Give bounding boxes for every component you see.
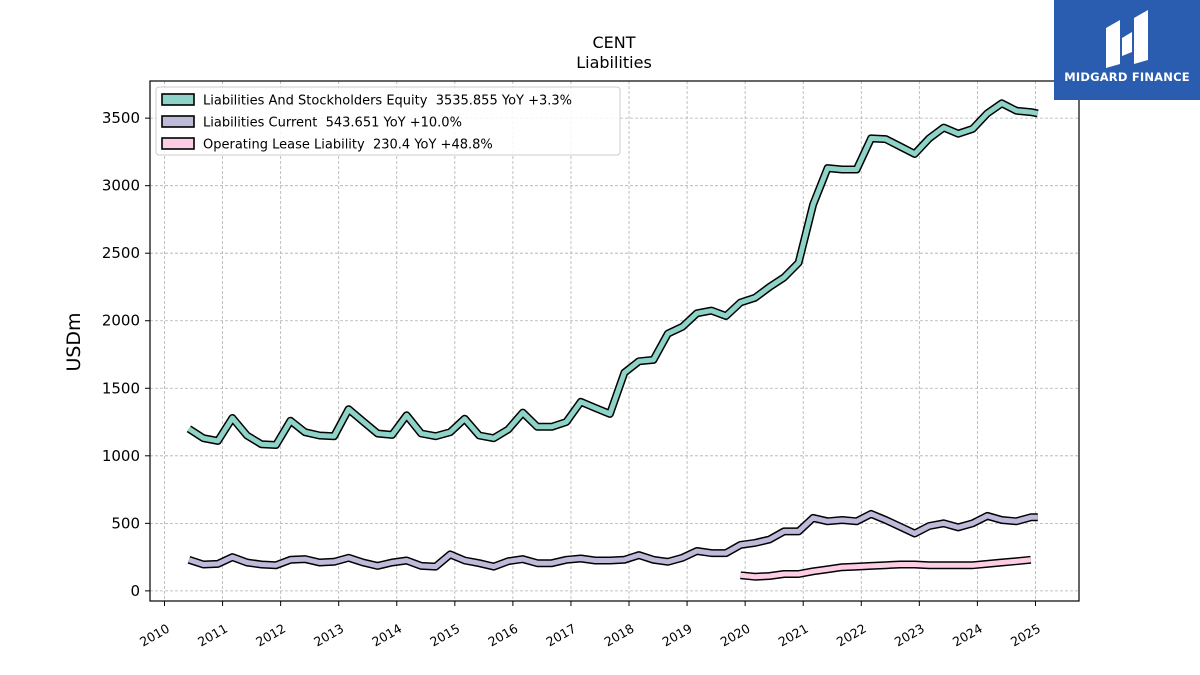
series-line-1 bbox=[188, 511, 1038, 570]
x-tick-label: 2014 bbox=[369, 621, 404, 650]
chart-title: CENT bbox=[592, 33, 635, 52]
y-tick-label: 500 bbox=[111, 514, 140, 532]
x-tick-label: 2016 bbox=[485, 621, 520, 650]
x-tick-label: 2021 bbox=[776, 621, 811, 650]
legend-label-1: Liabilities Current 543.651 YoY +10.0% bbox=[203, 116, 462, 131]
chart-subtitle: Liabilities bbox=[576, 53, 652, 72]
series-line-0 bbox=[187, 100, 1039, 448]
series-lines bbox=[186, 99, 1039, 581]
series-line-2 bbox=[740, 557, 1032, 580]
midgard-finance-logo: MIDGARD FINANCE bbox=[1054, 0, 1200, 100]
x-tick-label: 2017 bbox=[543, 621, 578, 650]
y-tick-label: 3000 bbox=[102, 177, 140, 195]
x-tick-label: 2020 bbox=[718, 621, 753, 650]
legend-swatch-1 bbox=[161, 115, 195, 128]
x-tick-label: 2012 bbox=[253, 621, 288, 650]
plot-frame bbox=[149, 80, 1080, 602]
y-axis-label: USDm bbox=[63, 312, 85, 371]
legend-swatch-2 bbox=[161, 137, 195, 150]
x-tick-label: 2022 bbox=[834, 621, 869, 650]
x-tick-label: 2015 bbox=[427, 621, 462, 650]
y-tick-label: 1500 bbox=[102, 379, 140, 397]
logo-text: MIDGARD FINANCE bbox=[1064, 70, 1190, 84]
y-tick-label: 2000 bbox=[102, 312, 140, 330]
legend-swatch-0 bbox=[161, 93, 195, 106]
legend-label-2: Operating Lease Liability 230.4 YoY +48.… bbox=[203, 138, 493, 153]
x-tick-label: 2011 bbox=[195, 621, 230, 650]
legend: Liabilities And Stockholders Equity 3535… bbox=[155, 86, 621, 156]
y-tick-label: 3500 bbox=[102, 109, 140, 127]
x-tick-label: 2018 bbox=[601, 621, 636, 650]
y-tick-label: 2500 bbox=[102, 244, 140, 262]
x-tick-label: 2023 bbox=[892, 621, 927, 650]
x-tick-label: 2019 bbox=[660, 621, 695, 650]
y-tick-label: 1000 bbox=[102, 447, 140, 465]
x-tick-label: 2025 bbox=[1008, 621, 1043, 650]
legend-box bbox=[155, 86, 621, 156]
x-tick-label: 2013 bbox=[311, 621, 346, 650]
legend-label-0: Liabilities And Stockholders Equity 3535… bbox=[203, 94, 572, 109]
x-tick-label: 2024 bbox=[950, 621, 985, 650]
midgard-finance-logo-icon bbox=[1106, 10, 1148, 68]
grid-lines bbox=[150, 81, 1079, 601]
y-tick-label: 0 bbox=[130, 582, 140, 600]
x-tick-label: 2010 bbox=[137, 621, 172, 650]
